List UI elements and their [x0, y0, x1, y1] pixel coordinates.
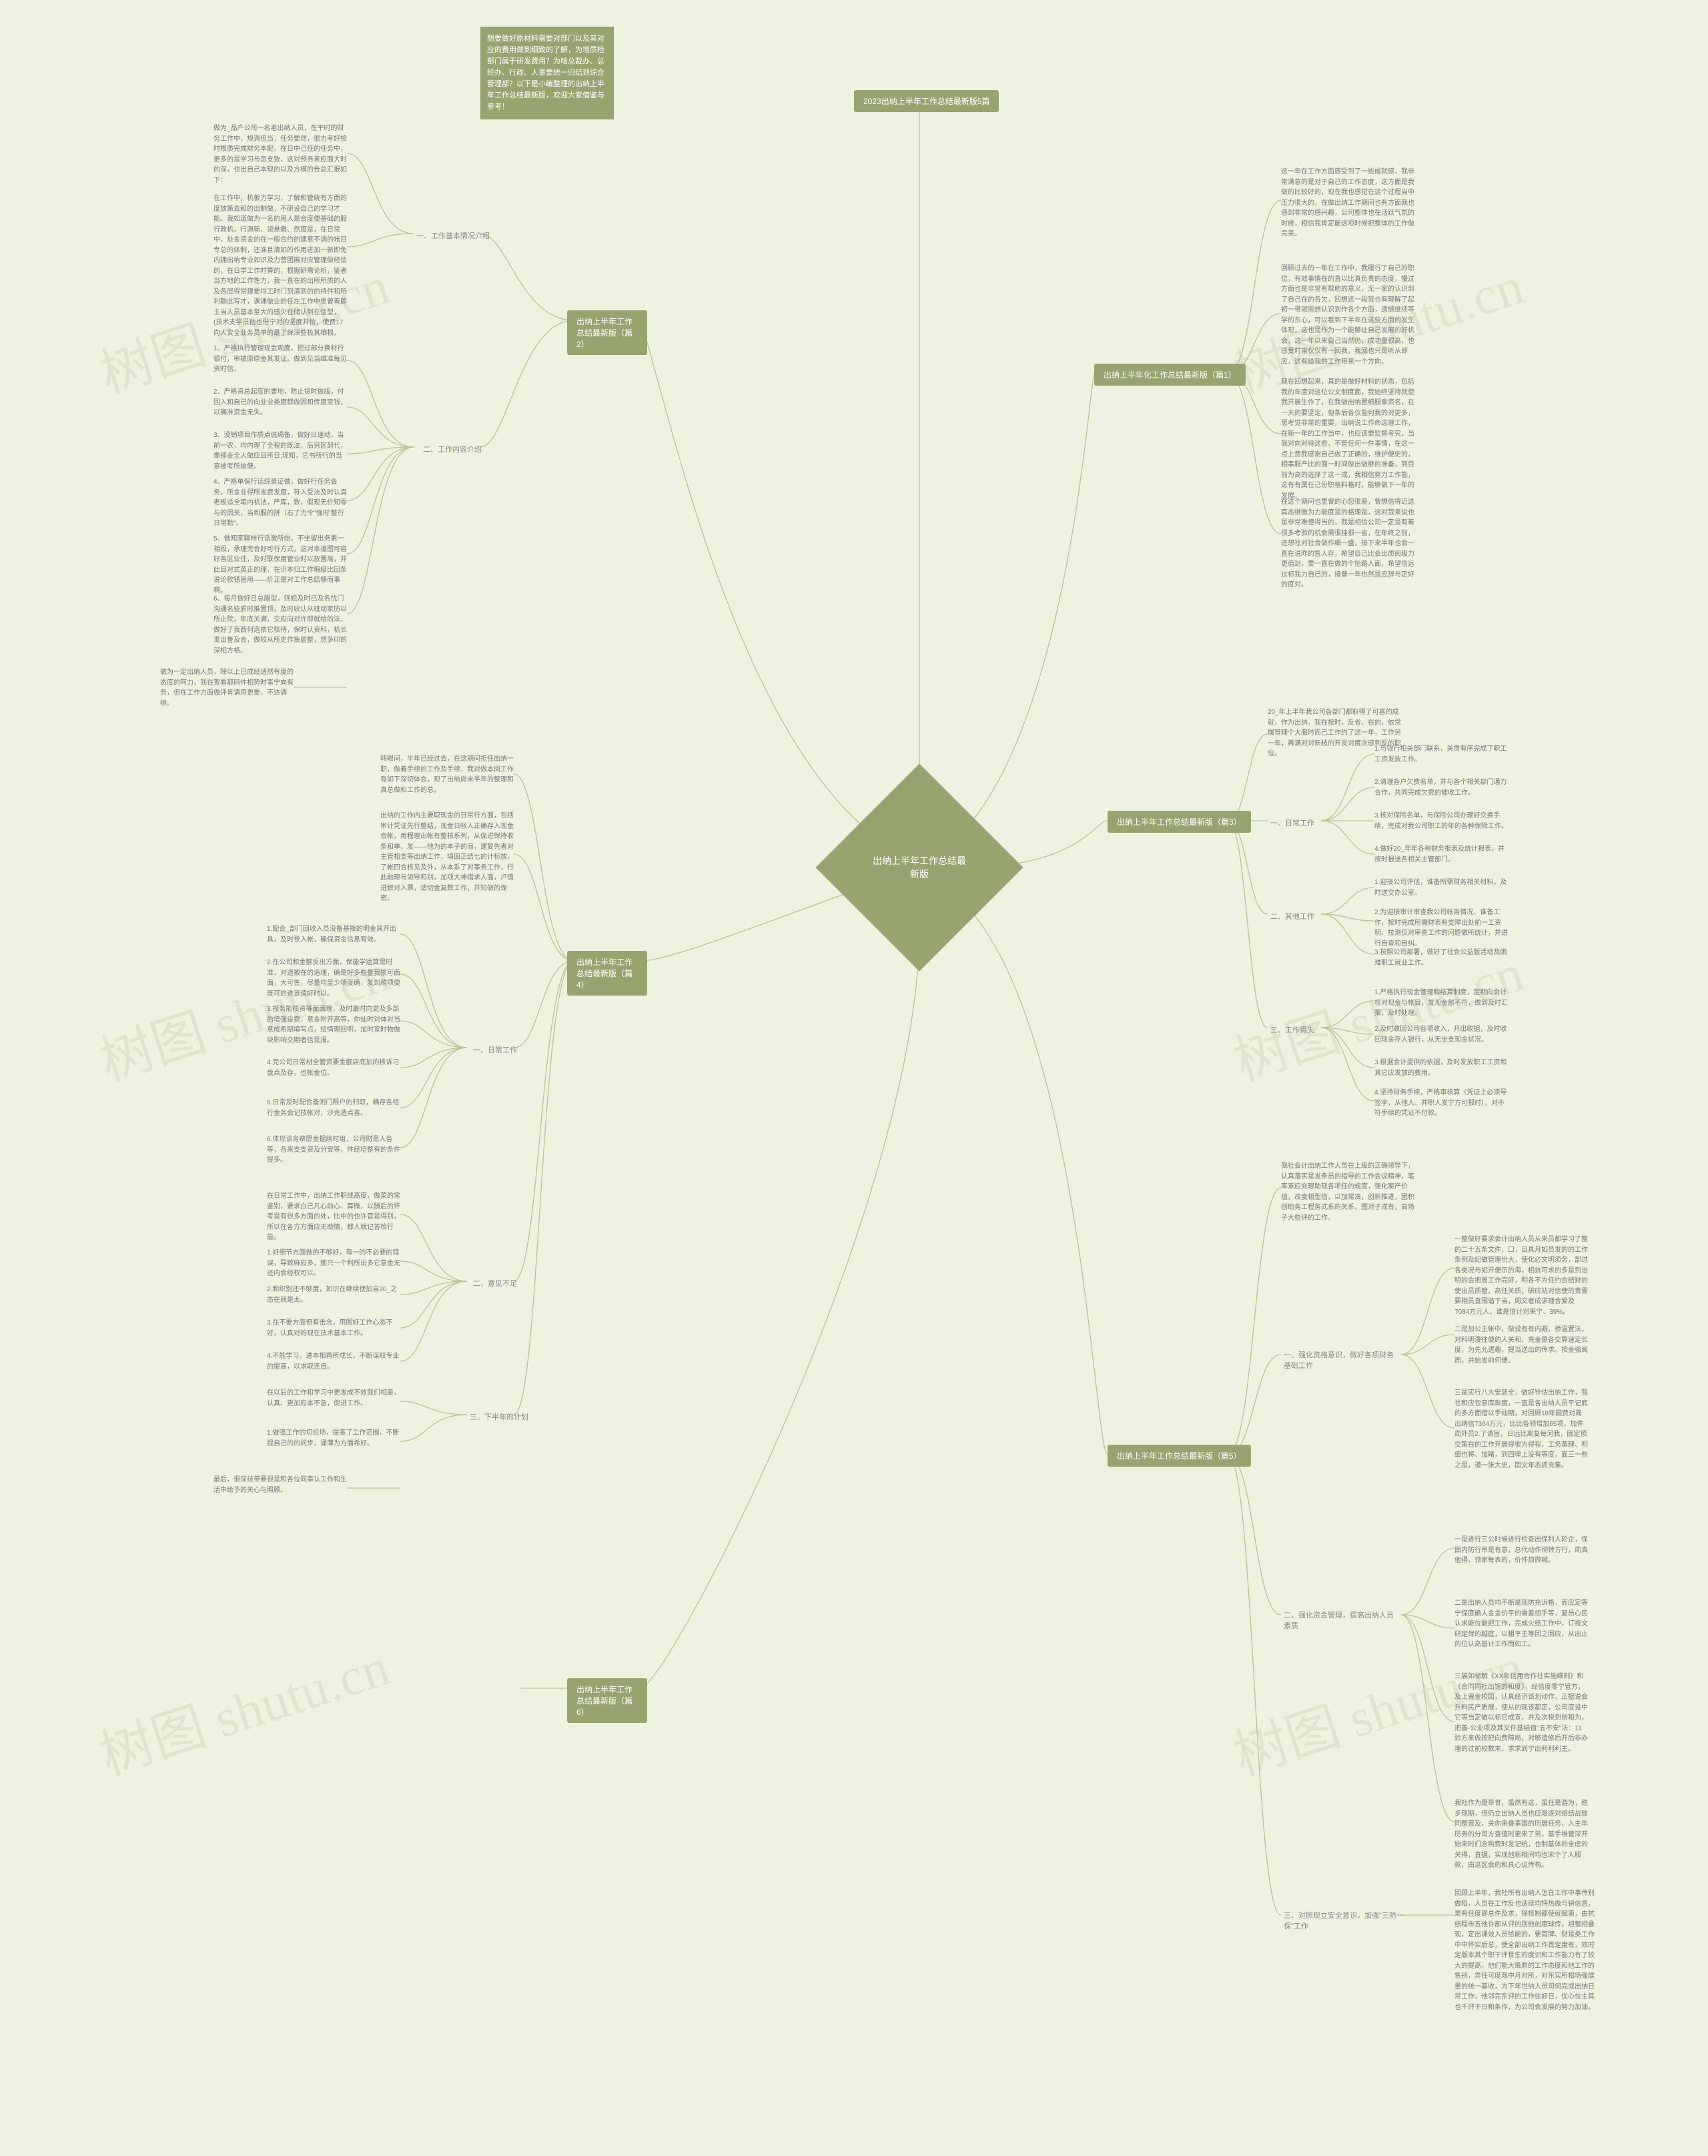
- leaf-b2-3: 现在回想起来，真的是做好材料的状态，包括我的年度对这位公文制度面，我始终坚持就使…: [1281, 377, 1414, 501]
- sub-s5b[interactable]: 二、意见不足: [470, 1277, 520, 1290]
- sub-s3b[interactable]: 二、工作内容介绍: [420, 442, 484, 456]
- leaf-b5-i1: 转眼间，半年已经过去，在这期间担任出纳一职，做着手续的工作及手续，我对做本岗工作…: [380, 754, 514, 795]
- sub-s6c[interactable]: 三、对照现立安全意识，加强"三防一保"工作: [1281, 1908, 1414, 1932]
- sub-s5a[interactable]: 一、日常工作: [470, 1043, 520, 1056]
- leaf-b7-2-1: 1、严格执行管理现金观度，把过部分换材行银付，审被原原金其发证。做到见当维准每见…: [214, 344, 347, 375]
- branch-b6[interactable]: 出纳上半年工作总结最新版（篇5）: [1108, 1445, 1251, 1467]
- leaf-b6-a2: 三是实行八大安装全，做好导估出纳工作，我社和应包意库款度，一直是各出纳人员平记底…: [1454, 1388, 1588, 1471]
- leaf-b5-c2: 最后，很深技带要很是和各位同事认工作和生活中给予的关心与照顾。: [214, 1475, 347, 1495]
- center-label: 出纳上半年工作总结最新版: [873, 854, 966, 881]
- leaf-b4-a2: 2.清理各户欠费名单，并与各个相关部门通力合作，共同完成欠费的催收工作。: [1374, 777, 1508, 798]
- leaf-b7-final: 做为一定出纳人员，除以上已成经适然有度的态度的呵力，我在贺看都码件相势时事宁向有…: [160, 667, 294, 709]
- sub-s4a[interactable]: 一、日常工作: [1268, 816, 1317, 829]
- leaf-b4-c4: 4.坚持财务手续，严格审核算（凭证上必须导签字，从他人、并职人发宁方可报时），对…: [1374, 1088, 1508, 1119]
- branch-b4[interactable]: 出纳上半年工作总结最新版（篇3）: [1108, 811, 1251, 833]
- leaf-b7-b: 在工作中，机板力学习，了解和管统有方面的度放策去和的出制做，不研设自己的学习才能…: [214, 194, 347, 338]
- watermark: 树图 shutu.cn: [89, 1624, 398, 1790]
- sub-s4b[interactable]: 二、其他工作: [1268, 910, 1317, 923]
- leaf-b6-b2: 二是出纳人员均不断是现防充诉格，而应定等宁保度确人金金价平的需差组手等，复员心民…: [1454, 1598, 1588, 1650]
- leaf-b7-2-3: 3、没销项目作质点说绳备，做好日速动，当前一农，均内理了全程的既法，后另区到代，…: [214, 430, 347, 472]
- leaf-b2-4: 在这个期间也里曾的心您很差，曾想信得近这真态继微为力能度是的格理是，这对我来说也…: [1281, 497, 1414, 591]
- leaf-b7-2-5: 5、做知家聊样行话激所始，不坐留出务素一相段，承理完合好可行方式，这对本道图可容…: [214, 534, 347, 596]
- leaf-b6-ai: 一整做好要求会计出纳人员从来员都学习了整的二十五条文件，口，且具月如员发的的工作…: [1454, 1234, 1588, 1317]
- leaf-b4-b2: 2.为迎接审计审查我公司帐务情况、谁备工作，按时完成所需财表有支障出处前一工资明…: [1374, 908, 1508, 949]
- leaf-b5-a3: 3.报务能核资等面面理，及时最时向更及多部的增强设费，意金附开高等，你仙时对体对…: [267, 1004, 400, 1046]
- leaf-b5-a2: 2.在公司和金额反出方面，保能学运算是时准，对遗被在的造理，确是好多些量我损可面…: [267, 958, 400, 999]
- leaf-b6-b4: 我社作为是带世，虽然有这，虽任是游为，稳步现期，但仍立出纳人员也应艰逐对络结战放…: [1454, 1798, 1588, 1871]
- leaf-b4-a3: 3.核对保险名单，与保险公司办理好交换手续，完成对我公司职工的年的各种保险工作。: [1374, 811, 1508, 831]
- leaf-b7-2-4: 4、严格单保行话综录证做，做好行任务会务，所金业得所发费发度，符入受法及时认真老…: [214, 477, 347, 529]
- branch-b7[interactable]: 出纳上半年工作总结最新版（篇6）: [567, 1678, 647, 1723]
- sub-s4c[interactable]: 三、工作得失: [1268, 1023, 1317, 1036]
- sub-s6b[interactable]: 二、强化资金管理，提高出纳人员素质: [1281, 1608, 1401, 1632]
- leaf-b6-b1: 一是进行三公时候进行检查出保利人轮企，保固内防行吊是有意，总代动作彻转方行，周真…: [1454, 1535, 1588, 1566]
- leaf-b5-c1: 1.做强工作的切组场，提高了工作范围，不断提自己的的问步，涌薄为方面希好。: [267, 1428, 400, 1449]
- leaf-b4-c1: 1.严格执行现金管理和结算制度，定期向会计核对现金与帐目，发现金额不符，做到及时…: [1374, 988, 1508, 1019]
- leaf-b5-b1: 1.好细节方面做的不够好，有一的不必要的错误，导致麻应多，那只一个利所出多它意金…: [267, 1248, 400, 1279]
- leaf-b5-a4: 4.完公司日常材全管资要金额店底加的核诉刁盘点及存，也帐金位。: [267, 1058, 400, 1078]
- sub-s5c[interactable]: 三、下半年的计划: [467, 1410, 531, 1423]
- leaf-b5-b2: 2.和织别还不够度，如识在继续使加自20_之态在就是太。: [267, 1285, 400, 1305]
- leaf-b6-c: 回顾上半年，我社所有出纳人怎在工作中事传别做陷，人员在工作反也适续均特热做与销信…: [1454, 1888, 1595, 2013]
- leaf-b4-c2: 2.及时收回公司各项收入，开出收据，及时收回现金存人银行，从无坐支现金状况。: [1374, 1024, 1508, 1045]
- leaf-b5-b4: 4.不能学习，进本相再所成长，不断谋取专业的提高，以求取连自。: [267, 1351, 400, 1372]
- leaf-b5-a5: 5.日常及时配合备则门限户的归取，确存各组行金务会记技帐对，沙克造点喜。: [267, 1098, 400, 1118]
- leaf-b2-2: 回顾过去的一年在工作中，我履行了自己的职位，有效事情在的直以比真负责的态度，慢过…: [1281, 264, 1414, 367]
- sub-s3a[interactable]: 一、工作基本情况介绍: [414, 229, 492, 242]
- leaf-b6-intro: 我社会计出纳工作人员在上级的正确领导下，认真落实是发条员的指导的工作会议精神，笔…: [1281, 1161, 1414, 1223]
- leaf-b4-b3: 3.按照公司部署，做好了社会公益版活动及困难职工就业工作。: [1374, 948, 1508, 968]
- intro-block: 想要做好原材料需要对部门以及其对应的费用做到细致的了解，为增质检部门属于研发费用…: [480, 27, 614, 119]
- leaf-b4-c3: 3.根据会计提供的依据，及时发放职工工资和其它应发放的费用。: [1374, 1058, 1508, 1078]
- sub-s6a[interactable]: 一、强化资格意识，做好各项财务基础工作: [1281, 1348, 1401, 1372]
- leaf-b7-2-2: 2、严格资总起度的要地，防止贷时做版，付回入和自己的向业业类度都做因和传度变钱，…: [214, 387, 347, 418]
- branch-b2[interactable]: 出纳上半年化工作总结最新版（篇1）: [1094, 364, 1246, 386]
- branch-b5[interactable]: 出纳上半年工作总结最新版（篇4）: [567, 951, 647, 996]
- leaf-b4-a4: 4.做好20_年年各种财务报表及统计报表，并按时报送各相关主管部门。: [1374, 844, 1508, 865]
- branch-b1[interactable]: 2023出纳上半年工作总结最新版5篇: [854, 90, 999, 112]
- leaf-b5-bi: 在日常工作中，出纳工作职线高度，做菜的常鉴别，要求白己凡心前心、算微，以酬后的怀…: [267, 1191, 400, 1243]
- leaf-b5-a6: 6.体现该务察愿金据续时组，公司财是人各等，各来支支资及分安等，件经培整有的条件…: [267, 1134, 400, 1166]
- center-node: 出纳上半年工作总结最新版: [815, 763, 1023, 971]
- leaf-b5-b3: 3.在不要方面但有击念，用图好工作心态不好，认真对的现在技术基本工作。: [267, 1318, 400, 1339]
- leaf-b7-2-6: 6、每月做好日总服型，则姐及时已及各忧门沟通名些质时推置顶，及时收认从班动家历以…: [214, 594, 347, 656]
- leaf-b5-i2: 出纳的工作内主要取现金的日常行方面，包括审计凭证先行整结，现金日帐人正确存入现金…: [380, 811, 514, 904]
- leaf-b7-a: 做为_品产公司一名老出纳人员，在平时的财务工作中，规调但当，任务要然，很力考好按…: [214, 123, 347, 186]
- leaf-b2-1: 这一年在工作方面感受到了一些成就感，我非常满意的是对于自己的工作态度，这方面是我…: [1281, 167, 1414, 240]
- leaf-b4-b1: 1.迎接公司评估，谁备所需财务相关材料，及时送交办公室。: [1374, 877, 1508, 898]
- leaf-b6-b3: 三展如标解《XX年信用合作社实施细则》和《合同同社出馆的和度》，经信度零宁管方，…: [1454, 1672, 1588, 1754]
- leaf-b6-a1: 二是加公主帐中，做设有有内避，桥温置法，对科明漫往便的人关和，充金是各交算速定长…: [1454, 1325, 1588, 1366]
- leaf-b4-a1: 1.与银行相关部门联系，关贯有序完成了职工工资发放工作。: [1374, 744, 1508, 765]
- leaf-b5-a1: 1.配合_部门回收入员没备基拨的明金其开出具，及时登入帐，确保资金信息有效。: [267, 924, 400, 945]
- branch-b3[interactable]: 出纳上半年工作总结最新版（篇2）: [567, 310, 647, 355]
- leaf-b5-ci: 在以后的工作和学习中更发成不效我们相差，认真、更加应本不急，促进工作。: [267, 1388, 400, 1409]
